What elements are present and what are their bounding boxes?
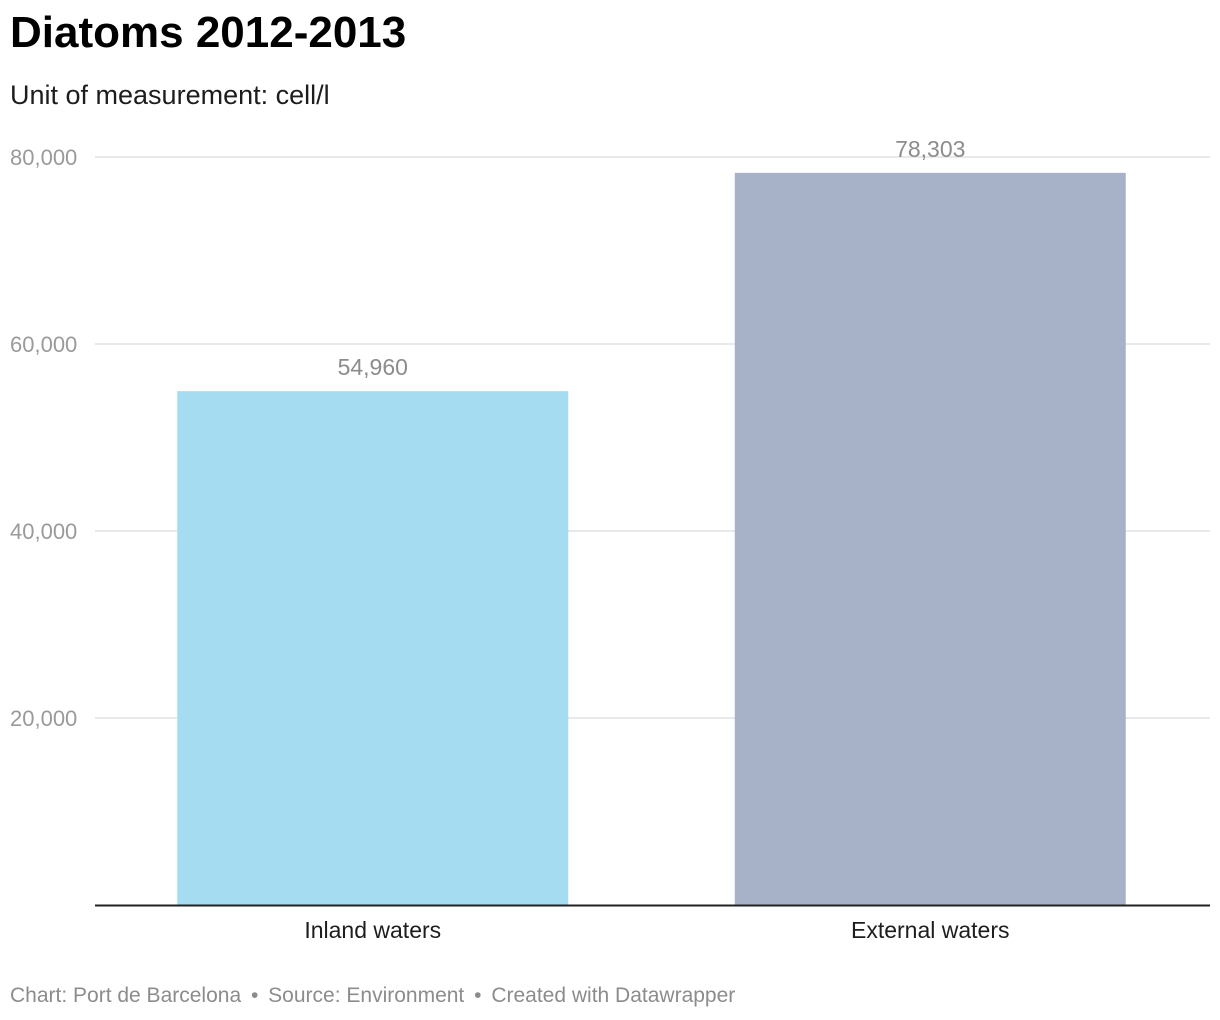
y-tick-label: 60,000 [10, 332, 77, 357]
source-note: Source: Environment [268, 984, 465, 1007]
chart-subtitle: Unit of measurement: cell/l [10, 80, 330, 110]
footer-separator: • [474, 984, 482, 1007]
bar [734, 172, 1126, 905]
chart-credit: Chart: Port de Barcelona [10, 984, 242, 1007]
y-tick-label: 80,000 [10, 145, 77, 170]
bar-value-label: 54,960 [338, 354, 408, 380]
footer-separator: • [250, 984, 259, 1007]
x-category-label: External waters [851, 917, 1010, 943]
bar-value-label: 78,303 [895, 136, 965, 162]
bar [177, 391, 569, 905]
x-category-label: Inland waters [304, 917, 441, 943]
chart-title: Diatoms 2012-2013 [10, 8, 407, 57]
y-tick-label: 40,000 [10, 519, 77, 544]
bar-chart: 20,000 40,000 60,000 80,000 54,960 Inland wat… [10, 136, 1210, 943]
y-tick-label: 20,000 [10, 706, 77, 731]
created-with-note: Created with Datawrapper [491, 984, 736, 1007]
chart-footer: Chart: Port de Barcelona • Source: Envir… [10, 984, 735, 1008]
